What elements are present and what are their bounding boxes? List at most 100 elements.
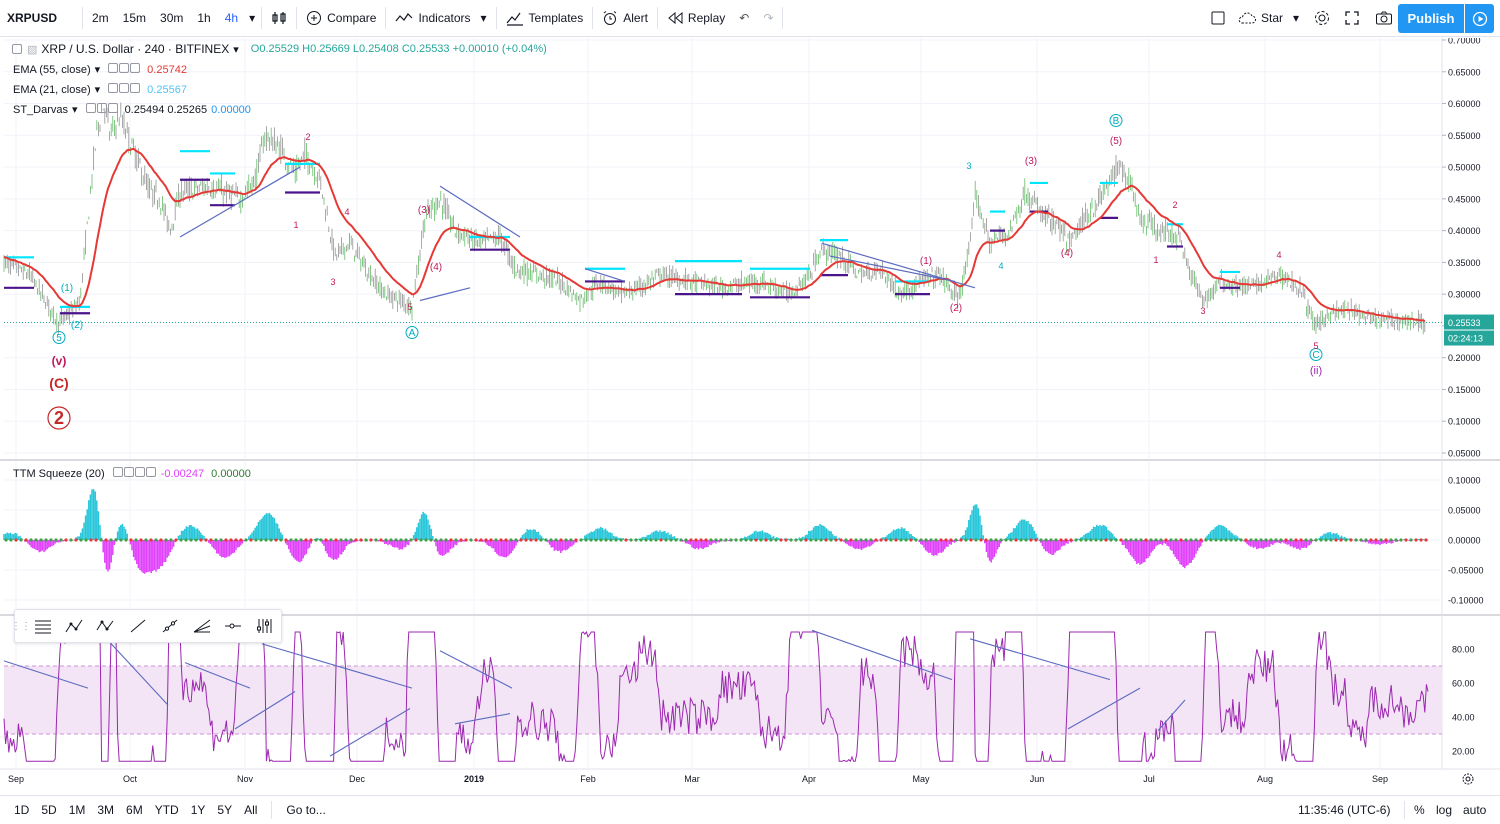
wave-label[interactable]: 4 [1276, 250, 1281, 260]
interval-1h[interactable]: 1h [197, 11, 211, 25]
ray-line-icon[interactable] [154, 611, 186, 641]
eye-icon[interactable] [112, 467, 157, 480]
ttm-legend[interactable]: TTM Squeeze (20) -0.00247 0.00000 [13, 467, 251, 480]
wave-label[interactable]: (v) [52, 354, 67, 368]
chevron-down-icon[interactable]: ▾ [94, 64, 101, 76]
wave-label[interactable]: 5 [52, 331, 66, 345]
wave-label[interactable]: B [1109, 114, 1123, 128]
range-5d[interactable]: 5D [41, 803, 57, 817]
eye-icon[interactable] [108, 83, 141, 96]
darvas-legend[interactable]: ST_Darvas ▾ 0.25494 0.25265 0.00000 [13, 103, 251, 116]
wave-label[interactable]: (4) [1061, 248, 1073, 259]
fib-fan-icon[interactable] [186, 611, 218, 641]
camera-icon[interactable] [1368, 0, 1400, 37]
wave-label[interactable]: 3 [330, 277, 335, 287]
layout-square-icon[interactable] [1203, 0, 1233, 37]
wave-label[interactable]: 2 [305, 132, 310, 142]
log-scale-toggle[interactable]: log [1436, 803, 1453, 817]
wave-label[interactable]: 3 [1200, 306, 1205, 316]
last-price-badge [1444, 314, 1494, 330]
collapse-legend-icon[interactable] [12, 44, 22, 54]
undo-icon[interactable]: ↶ [739, 11, 750, 25]
chevron-down-icon[interactable]: ▾ [233, 43, 239, 56]
interval-2m[interactable]: 2m [92, 11, 109, 25]
goto-date-button[interactable]: Go to... [286, 803, 326, 817]
trend-line-icon[interactable] [122, 611, 154, 641]
range-ytd[interactable]: YTD [154, 803, 179, 817]
star-watchlist-button[interactable]: Star ▾ [1230, 0, 1306, 37]
settings-gear-icon[interactable] [1306, 0, 1338, 37]
ttm-squeeze-pane[interactable] [3, 489, 1429, 574]
wave-label[interactable]: 2 [1172, 200, 1177, 210]
horizontal-ray-icon[interactable] [218, 611, 250, 641]
interval-30m[interactable]: 30m [160, 11, 184, 25]
replay-button[interactable]: Replay [660, 0, 732, 37]
chart-canvas[interactable]: (v) (C) 2 5 (1) (2) A B (5) C (ii) 3 4 (3) (4) (1) (2) (3… [0, 38, 1500, 795]
wave-label[interactable]: 4 [344, 207, 349, 217]
eye-icon[interactable] [108, 63, 141, 76]
wave-label[interactable]: (3) [1025, 156, 1037, 167]
play-circle-icon[interactable] [1465, 4, 1494, 33]
wave-label[interactable]: 4 [998, 261, 1003, 271]
compare-button[interactable]: Compare [299, 0, 383, 37]
main-series-legend[interactable]: ▧ XRP / U.S. Dollar · 240 · BITFINEX ▾ O… [12, 42, 547, 56]
chevron-down-icon[interactable]: ▾ [94, 84, 101, 96]
wave-label[interactable]: 5 [407, 302, 412, 312]
clock[interactable]: 11:35:46 (UTC-6) [1298, 803, 1391, 817]
wave-label[interactable]: A [405, 326, 419, 340]
wave-label[interactable]: 3 [966, 161, 971, 171]
ema21-legend[interactable]: EMA (21, close) ▾ 0.25567 [13, 83, 187, 96]
squeeze-dot [1414, 538, 1418, 542]
wave-label[interactable]: (3) [418, 205, 430, 216]
settings-sliders-icon[interactable] [249, 611, 281, 641]
wave-label[interactable]: 2 [47, 406, 71, 430]
wave-label[interactable]: (1) [920, 256, 932, 267]
chart-type-icon[interactable] [264, 0, 294, 37]
horizontal-lines-icon[interactable] [27, 611, 59, 641]
wave-label[interactable]: 1 [293, 220, 298, 230]
time-axis-label: May [912, 774, 930, 784]
symbol-search[interactable]: XRPUSD [7, 11, 58, 25]
percent-scale-toggle[interactable]: % [1414, 803, 1425, 817]
alert-button[interactable]: Alert [595, 0, 655, 37]
wave-label[interactable]: (2) [950, 303, 962, 314]
price-pane[interactable]: (v) (C) 2 5 (1) (2) A B (5) C (ii) 3 4 (3) (4) (1) (2) (3… [3, 102, 1442, 430]
squeeze-dot [204, 538, 208, 542]
wave-123-icon[interactable] [59, 611, 91, 641]
price-tick-label: 0.10000 [1448, 417, 1481, 427]
ema55-legend[interactable]: EMA (55, close) ▾ 0.25742 [13, 63, 187, 76]
wave-label[interactable]: (C) [49, 375, 68, 391]
wave-label[interactable]: (5) [1110, 136, 1122, 147]
interval-4h[interactable]: 4h [224, 11, 239, 25]
redo-icon[interactable]: ↷ [763, 11, 774, 25]
range-all[interactable]: All [244, 803, 258, 817]
rsi-pane[interactable] [3, 629, 1442, 763]
fullscreen-icon[interactable] [1337, 0, 1367, 37]
indicators-button[interactable]: Indicators ▾ [388, 0, 493, 37]
range-6m[interactable]: 6M [126, 803, 143, 817]
range-1d[interactable]: 1D [14, 803, 30, 817]
wave-label-text: 4 [1276, 250, 1281, 260]
auto-scale-toggle[interactable]: auto [1463, 803, 1487, 817]
interval-dropdown-icon[interactable]: ▾ [249, 11, 256, 25]
eye-icon[interactable] [85, 103, 119, 116]
squeeze-dot [1284, 538, 1288, 542]
axis-settings-gear-icon[interactable] [1462, 773, 1474, 785]
wave-label[interactable]: C [1309, 348, 1323, 362]
wave-abc-icon[interactable] [91, 611, 123, 641]
drag-handle-icon[interactable]: ⋮⋮ [11, 620, 31, 632]
wave-label[interactable]: 1 [1153, 255, 1158, 265]
range-1m[interactable]: 1M [68, 803, 86, 817]
range-1y[interactable]: 1Y [190, 803, 206, 817]
wave-label[interactable]: (2) [71, 320, 83, 331]
chevron-down-icon[interactable]: ▾ [72, 104, 78, 116]
templates-button[interactable]: Templates [499, 0, 591, 37]
range-3m[interactable]: 3M [97, 803, 115, 817]
wave-label[interactable]: (1) [61, 283, 73, 294]
publish-button[interactable]: Publish [1398, 4, 1464, 33]
wave-label[interactable]: 5 [1313, 341, 1318, 351]
wave-label[interactable]: (4) [430, 262, 442, 273]
wave-label[interactable]: (ii) [1310, 365, 1322, 377]
interval-15m[interactable]: 15m [122, 11, 147, 25]
range-5y[interactable]: 5Y [217, 803, 233, 817]
